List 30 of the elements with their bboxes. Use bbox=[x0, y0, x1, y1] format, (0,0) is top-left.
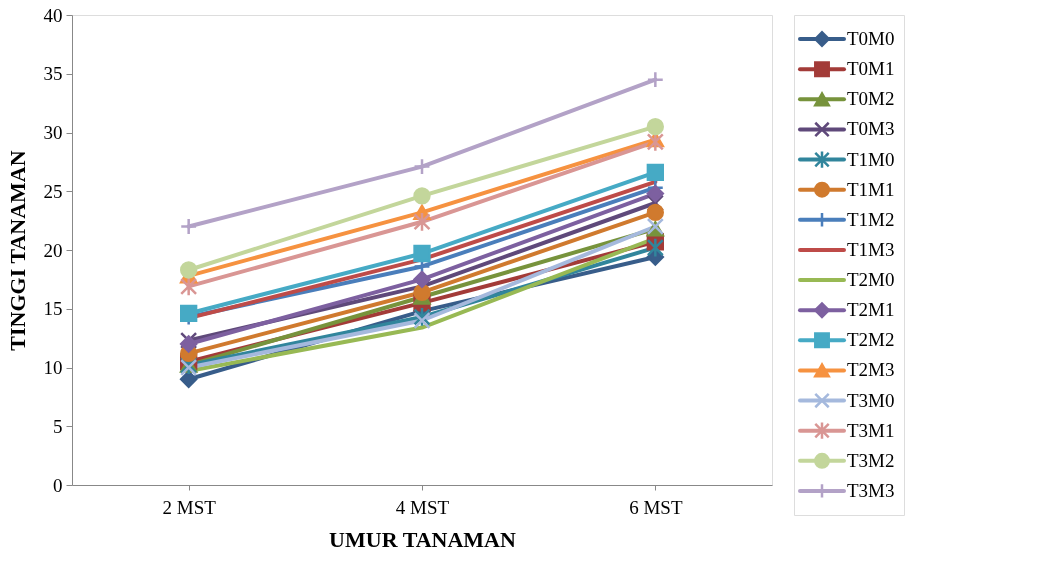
y-tick-label: 0 bbox=[53, 474, 63, 496]
y-tick-label: 35 bbox=[43, 63, 63, 85]
y-tick-label: 20 bbox=[43, 239, 63, 261]
legend-label: T1M1 bbox=[847, 178, 895, 200]
legend-label: T2M2 bbox=[847, 329, 895, 351]
y-tick-label: 10 bbox=[43, 357, 63, 378]
y-tick-label: 40 bbox=[43, 4, 63, 26]
legend-label: T3M3 bbox=[847, 479, 895, 501]
legend-label: T1M0 bbox=[847, 148, 895, 170]
legend-label: T3M0 bbox=[847, 389, 895, 411]
legend-label: T2M0 bbox=[847, 269, 895, 291]
y-tick-label: 5 bbox=[53, 415, 63, 437]
x-tick-label: 2 MST bbox=[162, 496, 217, 518]
legend-label: T0M3 bbox=[847, 118, 895, 140]
legend-label: T2M3 bbox=[847, 359, 895, 381]
legend-label: T3M2 bbox=[847, 449, 895, 471]
x-tick-label: 4 MST bbox=[395, 496, 450, 518]
y-tick-label: 25 bbox=[43, 180, 63, 202]
y-tick-label: 30 bbox=[43, 122, 63, 143]
legend-label: T0M2 bbox=[847, 88, 895, 110]
legend-label: T2M1 bbox=[847, 299, 895, 321]
y-axis-title: TINGGI TANAMAN bbox=[4, 150, 30, 351]
y-tick-label: 15 bbox=[43, 298, 63, 320]
x-tick-label: 6 MST bbox=[629, 496, 683, 518]
legend-label: T1M2 bbox=[847, 208, 895, 230]
x-axis-title: UMUR TANAMAN bbox=[329, 526, 516, 552]
legend-label: T1M3 bbox=[847, 238, 895, 260]
legend-label: T0M1 bbox=[847, 58, 895, 80]
legend-label: T0M0 bbox=[847, 28, 895, 50]
legend-label: T3M1 bbox=[847, 419, 895, 441]
